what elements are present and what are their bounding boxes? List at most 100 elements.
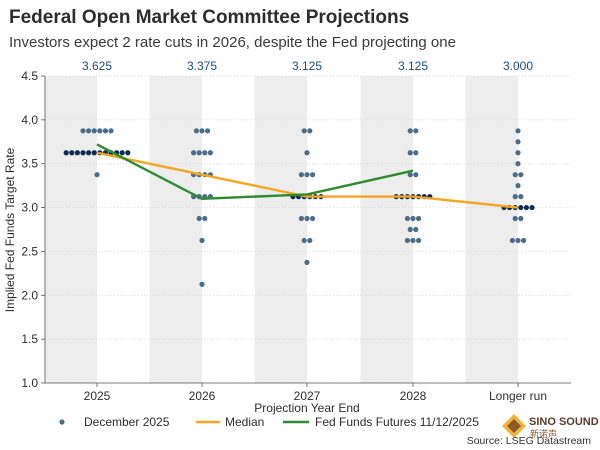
projection-dot: [410, 237, 416, 244]
median-label: 3.125: [292, 59, 322, 73]
projection-dot: [307, 237, 313, 244]
projection-dot: [515, 128, 521, 134]
projection-dot: [74, 150, 80, 156]
projection-dot: [301, 128, 307, 134]
projection-dot: [407, 226, 413, 233]
projection-dot: [91, 128, 97, 134]
chart-title: Federal Open Market Committee Projection…: [9, 7, 409, 28]
projection-dot: [205, 128, 211, 134]
projection-dot: [91, 150, 97, 156]
projection-dot: [416, 237, 422, 244]
projection-dot: [512, 172, 518, 178]
projection-dot: [63, 150, 69, 156]
y-tick-label: 2.5: [21, 244, 38, 258]
y-tick-label: 3.0: [21, 201, 38, 215]
y-tick-label: 1.5: [21, 332, 38, 346]
projection-dot: [515, 161, 521, 167]
projection-dot: [404, 237, 410, 244]
projection-dot: [304, 215, 310, 222]
band-4: [360, 76, 413, 383]
series-lines: [96, 143, 519, 209]
projection-dot: [521, 237, 527, 244]
sino-sound-logo: SINO SOUND 新诺声: [502, 414, 599, 439]
projection-dot: [191, 150, 197, 156]
projection-dot: [94, 172, 100, 178]
projection-dot: [416, 215, 422, 222]
legend-label-futures: Fed Funds Futures 11/12/2025: [315, 415, 479, 429]
axes: 1.0 1.5 2.0 2.5 3.0 3.5 4.0 4.5 2025 2026 2027 2028…: [21, 69, 571, 403]
projection-dot: [125, 150, 131, 156]
projection-dot: [515, 139, 521, 145]
band-3: [254, 76, 307, 383]
median-line: [96, 151, 519, 209]
projection-dot: [80, 150, 86, 156]
projection-dot: [86, 150, 92, 156]
projection-dot: [529, 204, 535, 211]
projection-dot: [193, 128, 199, 134]
x-tick-label: 2028: [400, 389, 427, 403]
logo-subtext: 新诺声: [530, 428, 557, 439]
median-label: 3.125: [398, 59, 428, 73]
band-2: [149, 76, 202, 383]
projection-dot: [518, 172, 524, 178]
projection-dot: [298, 215, 304, 222]
projection-dot: [199, 237, 205, 244]
x-tick-label: Longer run: [489, 389, 547, 403]
projection-dot: [515, 237, 521, 244]
projection-dot: [407, 172, 413, 178]
projection-dot: [404, 215, 410, 222]
background-bands: [44, 76, 518, 383]
projection-dot: [119, 150, 125, 156]
projection-dot: [515, 150, 521, 156]
legend: December 2025 Median Fed Funds Futures 11/…: [59, 415, 479, 429]
y-tick-label: 4.0: [21, 113, 38, 127]
projection-dot: [102, 128, 108, 134]
projection-dot: [515, 183, 521, 189]
projection-dot: [413, 150, 419, 156]
projection-dot: [202, 215, 208, 222]
x-tick-label: 2026: [189, 389, 216, 403]
projection-dot: [199, 281, 205, 287]
legend-dot-icon: [59, 419, 65, 425]
grid-lines: [45, 75, 571, 384]
median-labels: 3.625 3.375 3.125 3.125 3.000: [82, 59, 533, 73]
y-tick-label: 2.0: [21, 288, 38, 302]
median-label: 3.625: [82, 59, 112, 73]
y-tick-label: 1.0: [21, 376, 38, 390]
median-label: 3.375: [187, 59, 217, 73]
projection-dot: [80, 128, 86, 134]
logo-text: SINO SOUND: [529, 416, 599, 428]
projection-dot: [518, 204, 524, 211]
projection-dot: [304, 172, 310, 178]
median-label: 3.000: [503, 59, 533, 73]
projection-dot: [196, 150, 202, 156]
chart-subtitle: Investors expect 2 rate cuts in 2026, de…: [9, 34, 456, 51]
projection-dot: [207, 150, 213, 156]
projection-dot: [199, 128, 205, 134]
projection-dot: [310, 172, 316, 178]
x-axis-title: Projection Year End: [254, 401, 359, 415]
band-5: [465, 76, 518, 383]
projection-dot: [196, 215, 202, 222]
projection-dot: [410, 215, 416, 222]
x-tick-label: 2027: [294, 389, 321, 403]
legend-label-dots: December 2025: [84, 415, 170, 429]
projection-dot: [509, 237, 515, 244]
projection-dot: [518, 215, 524, 222]
logo-diamond-inner-icon: [507, 419, 521, 433]
projection-dot: [407, 150, 413, 156]
x-tick-label: 2025: [84, 389, 111, 403]
projection-dot: [304, 150, 310, 156]
projection-dot: [518, 194, 524, 200]
projection-dot: [512, 194, 518, 200]
projection-dot: [407, 128, 413, 134]
projection-dot: [301, 237, 307, 244]
projection-dot: [523, 204, 530, 211]
projection-dot: [97, 128, 103, 134]
projection-dot: [108, 128, 114, 134]
projection-dot: [304, 259, 310, 265]
projection-dot: [69, 150, 75, 156]
band-1: [44, 76, 97, 383]
projection-dot: [202, 150, 208, 156]
legend-label-median: Median: [225, 415, 264, 429]
